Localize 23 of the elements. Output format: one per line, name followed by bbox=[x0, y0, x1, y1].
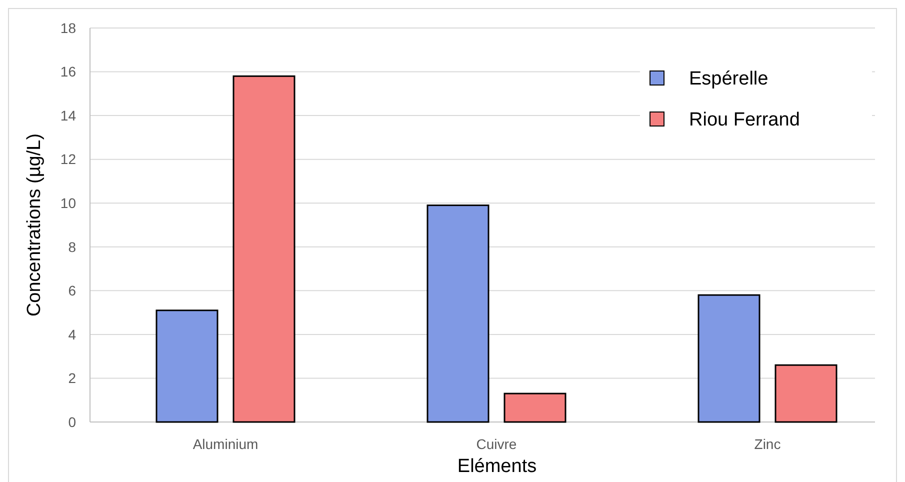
y-axis-title: Concentrations (µg/L) bbox=[24, 133, 45, 317]
y-tick-label: 8 bbox=[68, 238, 76, 255]
legend-label: Riou Ferrand bbox=[689, 110, 800, 131]
y-tick-label: 18 bbox=[60, 20, 76, 36]
y-tick-label: 14 bbox=[60, 107, 76, 124]
x-tick-label: Aluminium bbox=[192, 436, 258, 452]
x-axis-title: Eléments bbox=[457, 456, 537, 477]
bar bbox=[698, 294, 760, 423]
bar bbox=[774, 364, 838, 423]
bar bbox=[426, 204, 490, 423]
y-tick-label: 12 bbox=[60, 151, 76, 168]
legend-label: Espérelle bbox=[689, 68, 768, 90]
y-tick-label: 2 bbox=[68, 370, 76, 386]
y-tick-label: 16 bbox=[60, 64, 76, 80]
bar bbox=[156, 310, 218, 423]
x-tick-label: Zinc bbox=[754, 436, 781, 452]
y-tick-label: 10 bbox=[60, 195, 76, 212]
bar bbox=[504, 392, 566, 423]
y-tick-label: 0 bbox=[68, 414, 76, 430]
bar bbox=[232, 75, 296, 423]
x-tick-label: Cuivre bbox=[476, 436, 517, 452]
y-tick-label: 6 bbox=[68, 282, 76, 299]
y-tick-label: 4 bbox=[68, 326, 76, 342]
